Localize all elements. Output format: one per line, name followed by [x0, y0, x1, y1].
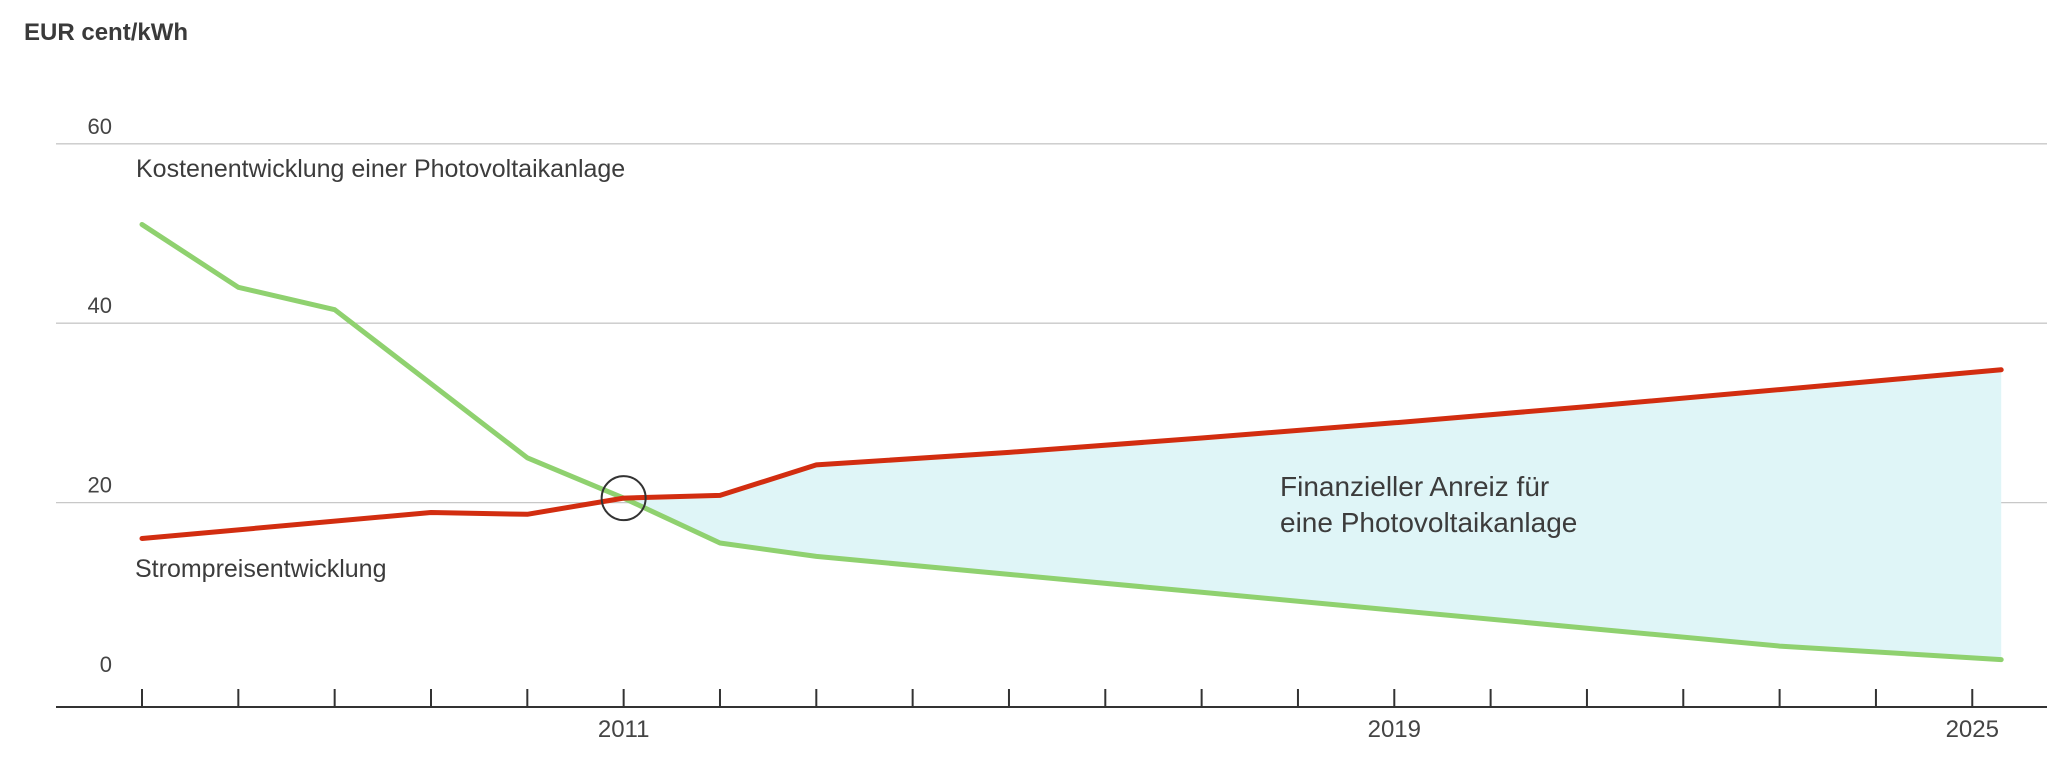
series-line-1	[139, 367, 2004, 541]
unit-label: EUR cent/kWh	[24, 19, 188, 46]
y-tick-labels: 0 20 40 60	[88, 114, 112, 677]
y-tick-label-40: 40	[88, 293, 112, 318]
labels: EUR cent/kWh Kostenentwicklung einer Pho…	[24, 19, 1577, 583]
pv-series-label: Kostenentwicklung einer Photovoltaikanla…	[136, 155, 625, 183]
price-series-label: Strompreisentwicklung	[135, 555, 387, 583]
financial-incentive-area	[623, 369, 2002, 660]
x-tick-label-2025: 2025	[1946, 716, 1999, 743]
intersection-circle	[600, 475, 647, 522]
x-tick-label-2019: 2019	[1368, 716, 1421, 743]
y-tick-label-20: 20	[88, 473, 112, 498]
incentive-label-line-2: eine Photovoltaikanlage	[1280, 507, 1577, 538]
x-axis-ticks: 2011 2019 2025	[141, 689, 1999, 743]
y-tick-label-0: 0	[100, 652, 112, 677]
series-lines	[139, 222, 2004, 663]
x-tick-label-2011: 2011	[598, 716, 650, 743]
y-tick-label-60: 60	[88, 114, 112, 139]
incentive-label-line-1: Finanzieller Anreiz für	[1280, 471, 1549, 502]
